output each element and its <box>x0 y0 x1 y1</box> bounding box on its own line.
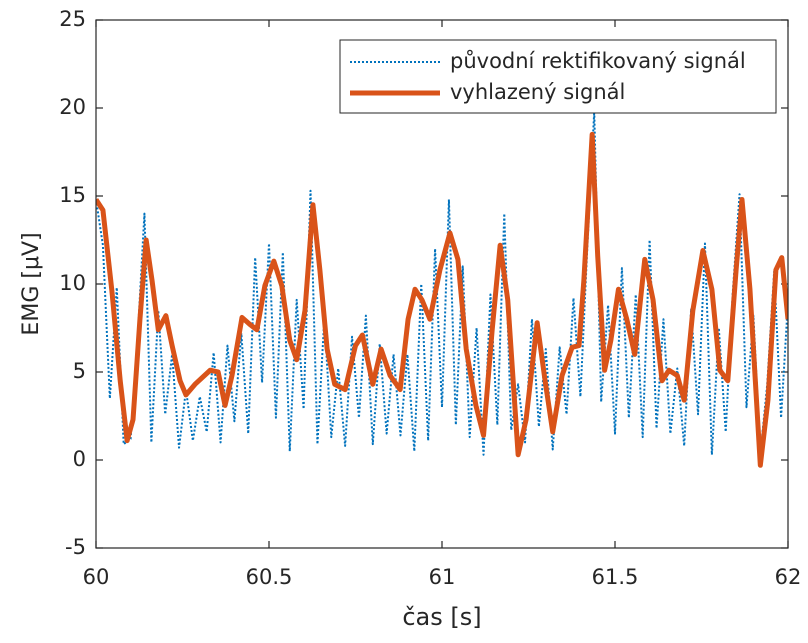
x-tick-label: 60.5 <box>246 565 293 589</box>
y-axis-label: EMG [μV] <box>19 232 44 335</box>
x-tick-label: 61 <box>429 565 456 589</box>
x-tick-label: 62 <box>775 565 802 589</box>
x-tick-label: 61.5 <box>592 565 639 589</box>
y-tick-label: 10 <box>59 271 86 295</box>
series-line <box>96 131 788 468</box>
x-tick-label: 60 <box>83 565 110 589</box>
y-tick-label: 25 <box>59 7 86 31</box>
legend-box <box>339 39 777 114</box>
plot-frame <box>95 19 789 549</box>
legend-label: původní rektifikovaný signál <box>450 49 746 73</box>
y-tick-label: 20 <box>59 95 86 119</box>
y-tick-label: 5 <box>73 359 86 383</box>
legend-label: vyhlazený signál <box>450 80 625 104</box>
x-axis-label: čas [s] <box>402 603 481 631</box>
series-line <box>96 110 788 456</box>
y-tick-label: 15 <box>59 183 86 207</box>
y-tick-label: 0 <box>73 447 86 471</box>
y-tick-label: -5 <box>65 535 86 559</box>
